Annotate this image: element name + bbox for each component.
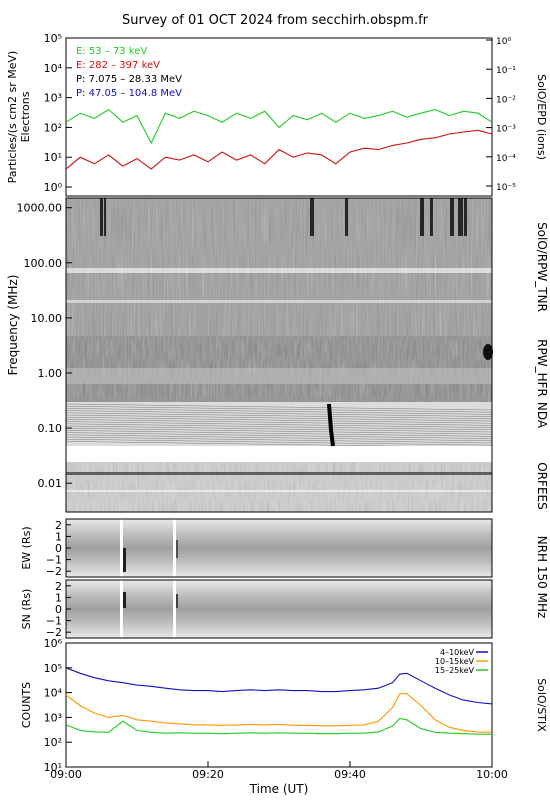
- nrh-ytick-label: 2: [55, 519, 62, 532]
- particles-ylabel: Particles/(s cm2 sr MeV): [6, 51, 19, 184]
- nrh-sn-panel: 210−1−2 SN (Rs): [20, 579, 493, 639]
- spectra-instrument-label: SolO/RPW_TNR: [535, 222, 549, 312]
- stix-ylabel: COUNTS: [20, 682, 33, 728]
- particles-ylabel-right: SolO/EPD (ions): [535, 74, 548, 160]
- figure-title: Survey of 01 OCT 2024 from secchirh.obsp…: [122, 13, 429, 28]
- spectra-instrument-label: RPW_HFR: [535, 339, 549, 397]
- sn-yticks: 210−1−2: [46, 580, 71, 639]
- frequency-ytick-label: 10.00: [31, 312, 63, 325]
- stix-ytick-label: 10⁴: [44, 687, 63, 700]
- particles-series-0: [65, 108, 493, 145]
- frequency-ylabel: Frequency (MHz): [6, 275, 20, 376]
- frequency-ytick-label: 0.01: [38, 477, 63, 490]
- particles-ytick-label: 10³: [44, 92, 62, 105]
- particles-ytick-label: 10²: [44, 121, 62, 134]
- frequency-ytick-label: 0.10: [38, 422, 63, 435]
- particles-legend-item: E: 53 – 73 keV: [76, 46, 147, 57]
- time-tick-label: 10:00: [476, 768, 508, 781]
- particles-yticks: 10⁰ 10¹ 10² 10³ 10⁴ 10⁵: [44, 32, 72, 194]
- spectra-instrument-label: NDA: [535, 402, 549, 429]
- sn-ylabel: SN (Rs): [20, 589, 33, 630]
- particles-yticks-right: 10⁻⁵ 10⁻⁴ 10⁻³ 10⁻² 10⁻¹ 10⁰: [486, 37, 516, 193]
- time-axis-label: Time (UT): [249, 782, 309, 796]
- nda-spectrogram: [66, 402, 492, 446]
- radio-spectra-panel: 0.01 0.10 1.00 10.00 100.00 1000.00 Frequency…: [6, 197, 549, 513]
- stix-legend-label: 15–25keV: [435, 666, 475, 675]
- nrh-ytick-label: 0: [55, 603, 62, 616]
- time-tick-label: 09:20: [192, 768, 224, 781]
- nrh-ytick-label: 0: [55, 542, 62, 555]
- particles-ytick-right-label: 10⁻⁵: [496, 183, 516, 193]
- time-tick-label: 09:00: [50, 768, 82, 781]
- ew-ylabel: EW (Rs): [20, 526, 33, 569]
- particles-ytick-label: 10⁵: [44, 32, 62, 45]
- frequency-ytick-label: 1000.00: [17, 202, 63, 215]
- particles-ytick-right-label: 10⁻²: [496, 95, 516, 105]
- particles-ytick-right-label: 10⁻⁴: [496, 154, 516, 164]
- nrh-ytick-label: −2: [46, 626, 62, 639]
- nrh-ew-panel: 210−1−2 EW (Rs) NRH 150 MHz: [20, 518, 549, 619]
- frequency-ytick-label: 1.00: [38, 367, 63, 380]
- time-axis-ticks: 09:00 09:20 09:40 10:00: [50, 761, 508, 781]
- time-tick-label: 09:40: [334, 768, 366, 781]
- particles-ylabel-sub: Electrons: [19, 91, 32, 142]
- nrh-ytick-label: −2: [46, 565, 62, 578]
- stix-ytick-label: 10⁵: [44, 662, 62, 675]
- particles-ytick-right-label: 10⁻¹: [496, 66, 516, 76]
- stix-ytick-label: 10²: [44, 736, 62, 749]
- nrh-ew-image: [66, 519, 492, 577]
- nrh-ytick-label: 2: [55, 580, 62, 593]
- particles-series-group: [65, 108, 493, 170]
- stix-legend-label: 10–15keV: [435, 657, 475, 666]
- particles-ytick-label: 10⁴: [44, 62, 63, 75]
- particles-ytick-label: 10¹: [44, 151, 62, 164]
- nrh-sn-image: [66, 580, 492, 638]
- stix-ytick-label: 10⁶: [44, 637, 63, 650]
- stix-series-2: [65, 717, 492, 735]
- particles-series-1: [65, 129, 493, 170]
- frequency-ytick-label: 100.00: [24, 257, 63, 270]
- particles-ytick-label: 10⁰: [44, 181, 63, 194]
- nrh-ytick-label: −1: [46, 615, 62, 628]
- spectra-instrument-label: ORFEES: [535, 462, 549, 509]
- particles-ytick-right-label: 10⁰: [496, 37, 511, 47]
- particles-legend-item: P: 47.05 – 104.8 MeV: [76, 88, 182, 99]
- nrh-ytick-label: 1: [55, 530, 62, 543]
- nrh-ytick-label: −1: [46, 554, 62, 567]
- frequency-yticks: 0.01 0.10 1.00 10.00 100.00 1000.00: [17, 202, 72, 490]
- stix-panel: 10¹ 10² 10³ 10⁴ 10⁵ 10⁶ 4–10keV10–15keV15–25k…: [20, 637, 548, 774]
- spectra-instrument-labels: SolO/RPW_TNR RPW_HFR NDA ORFEES: [535, 222, 549, 510]
- particles-legend-item: E: 282 – 397 keV: [76, 60, 160, 71]
- particles-legend: E: 53 – 73 keV E: 282 – 397 keV P: 7.075 –…: [76, 46, 182, 99]
- nrh-label: NRH 150 MHz: [535, 536, 549, 619]
- stix-yticks: 10¹ 10² 10³ 10⁴ 10⁵ 10⁶: [44, 637, 72, 774]
- stix-series-0: [65, 667, 493, 705]
- stix-ytick-label: 10¹: [44, 761, 62, 774]
- stix-ytick-label: 10³: [44, 711, 62, 724]
- ew-yticks: 210−1−2: [46, 519, 71, 578]
- stix-series-group: [65, 667, 493, 735]
- stix-series-1: [65, 693, 493, 733]
- stix-ylabel-right: SolO/STIX: [535, 678, 548, 732]
- particles-ytick-right-label: 10⁻³: [496, 125, 516, 135]
- nrh-ytick-label: 1: [55, 591, 62, 604]
- stix-legend-label: 4–10keV: [440, 648, 475, 657]
- particles-legend-item: P: 7.075 – 28.33 MeV: [76, 74, 182, 85]
